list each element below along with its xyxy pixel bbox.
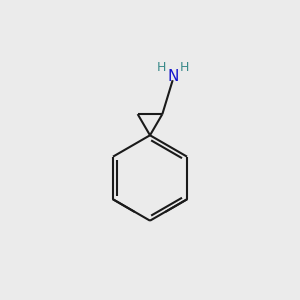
Text: H: H	[157, 61, 167, 74]
Text: H: H	[179, 61, 189, 74]
Text: N: N	[167, 69, 179, 84]
